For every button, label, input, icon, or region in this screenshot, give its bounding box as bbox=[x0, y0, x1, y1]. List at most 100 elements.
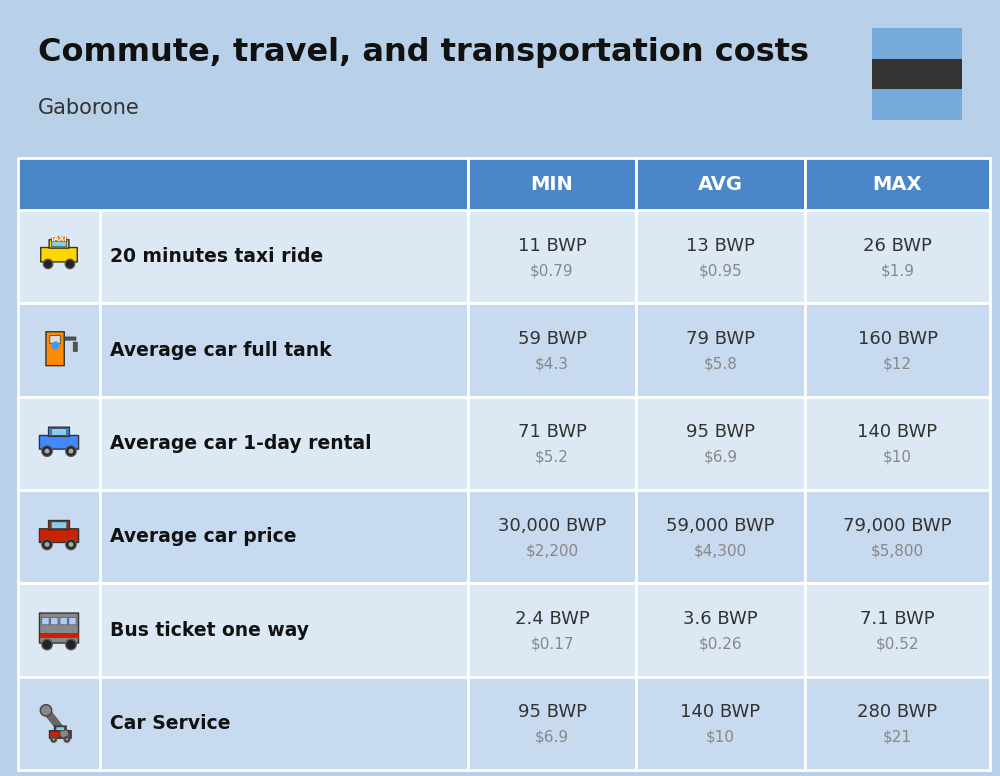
Text: $0.26: $0.26 bbox=[699, 636, 742, 652]
Circle shape bbox=[66, 639, 76, 650]
Bar bbox=[872, 59, 962, 89]
Bar bbox=[100, 677, 468, 770]
FancyBboxPatch shape bbox=[52, 237, 66, 241]
Bar bbox=[636, 210, 805, 303]
Text: Car Service: Car Service bbox=[110, 714, 230, 733]
Text: $0.79: $0.79 bbox=[530, 263, 574, 278]
FancyBboxPatch shape bbox=[40, 633, 78, 638]
Bar bbox=[636, 584, 805, 677]
Circle shape bbox=[44, 542, 50, 547]
Text: 140 BWP: 140 BWP bbox=[680, 703, 761, 722]
Bar bbox=[468, 677, 636, 770]
Text: 20 minutes taxi ride: 20 minutes taxi ride bbox=[110, 248, 323, 266]
Text: $5.2: $5.2 bbox=[535, 450, 569, 465]
Text: $21: $21 bbox=[883, 730, 912, 745]
FancyBboxPatch shape bbox=[51, 428, 67, 435]
Text: 140 BWP: 140 BWP bbox=[857, 424, 938, 442]
Bar bbox=[100, 397, 468, 490]
Text: AVG: AVG bbox=[698, 175, 743, 193]
FancyBboxPatch shape bbox=[60, 618, 67, 625]
Text: $5,800: $5,800 bbox=[871, 543, 924, 558]
Bar bbox=[100, 210, 468, 303]
Text: $10: $10 bbox=[883, 450, 912, 465]
FancyBboxPatch shape bbox=[51, 618, 58, 625]
Text: MIN: MIN bbox=[531, 175, 573, 193]
Bar bbox=[805, 210, 990, 303]
FancyBboxPatch shape bbox=[64, 337, 76, 340]
Text: $0.52: $0.52 bbox=[876, 636, 919, 652]
Circle shape bbox=[60, 729, 69, 739]
Text: 160 BWP: 160 BWP bbox=[858, 330, 938, 348]
FancyBboxPatch shape bbox=[49, 427, 69, 436]
Bar bbox=[468, 158, 636, 210]
Text: $10: $10 bbox=[706, 730, 735, 745]
Bar bbox=[18, 490, 100, 584]
Bar bbox=[100, 303, 468, 397]
Circle shape bbox=[68, 449, 74, 454]
Bar bbox=[636, 303, 805, 397]
Text: $12: $12 bbox=[883, 356, 912, 372]
FancyBboxPatch shape bbox=[49, 240, 69, 248]
Text: $4,300: $4,300 bbox=[694, 543, 747, 558]
Text: $1.9: $1.9 bbox=[881, 263, 914, 278]
FancyBboxPatch shape bbox=[73, 342, 77, 352]
Circle shape bbox=[42, 446, 52, 456]
Circle shape bbox=[65, 259, 75, 268]
FancyBboxPatch shape bbox=[55, 726, 66, 731]
Text: 13 BWP: 13 BWP bbox=[686, 237, 755, 255]
Bar bbox=[18, 303, 100, 397]
FancyBboxPatch shape bbox=[56, 727, 65, 731]
Text: 95 BWP: 95 BWP bbox=[518, 703, 586, 722]
Text: $0.17: $0.17 bbox=[530, 636, 574, 652]
FancyBboxPatch shape bbox=[41, 248, 77, 262]
Circle shape bbox=[65, 738, 68, 741]
Bar bbox=[805, 584, 990, 677]
Bar bbox=[18, 677, 100, 770]
Text: Average car price: Average car price bbox=[110, 527, 296, 546]
FancyBboxPatch shape bbox=[39, 613, 79, 643]
Circle shape bbox=[52, 738, 55, 741]
Bar bbox=[0, 0, 1000, 158]
Bar bbox=[805, 677, 990, 770]
FancyBboxPatch shape bbox=[50, 731, 71, 738]
Bar bbox=[636, 397, 805, 490]
Circle shape bbox=[42, 639, 52, 650]
FancyBboxPatch shape bbox=[39, 435, 79, 449]
Circle shape bbox=[68, 542, 74, 547]
Bar bbox=[18, 584, 100, 677]
FancyBboxPatch shape bbox=[42, 618, 49, 625]
Text: 30,000 BWP: 30,000 BWP bbox=[498, 517, 606, 535]
Text: 95 BWP: 95 BWP bbox=[686, 424, 755, 442]
Bar bbox=[468, 210, 636, 303]
Bar bbox=[468, 397, 636, 490]
Text: 59 BWP: 59 BWP bbox=[518, 330, 586, 348]
Text: Average car full tank: Average car full tank bbox=[110, 341, 332, 359]
Bar bbox=[100, 490, 468, 584]
Circle shape bbox=[42, 539, 52, 549]
Text: Commute, travel, and transportation costs: Commute, travel, and transportation cost… bbox=[38, 36, 809, 68]
Bar bbox=[100, 584, 468, 677]
Bar bbox=[872, 28, 962, 59]
Text: 79 BWP: 79 BWP bbox=[686, 330, 755, 348]
Text: Gaborone: Gaborone bbox=[38, 98, 140, 118]
FancyBboxPatch shape bbox=[51, 521, 67, 528]
Bar bbox=[636, 490, 805, 584]
Text: $6.9: $6.9 bbox=[535, 730, 569, 745]
Text: $0.95: $0.95 bbox=[699, 263, 742, 278]
Text: TAXI: TAXI bbox=[50, 236, 68, 242]
Circle shape bbox=[44, 449, 50, 454]
Text: 280 BWP: 280 BWP bbox=[857, 703, 938, 722]
FancyBboxPatch shape bbox=[49, 521, 69, 530]
Bar bbox=[805, 397, 990, 490]
Text: 11 BWP: 11 BWP bbox=[518, 237, 586, 255]
Circle shape bbox=[64, 736, 70, 742]
Bar bbox=[636, 677, 805, 770]
Text: 7.1 BWP: 7.1 BWP bbox=[860, 610, 935, 628]
Bar bbox=[18, 397, 100, 490]
FancyBboxPatch shape bbox=[50, 336, 60, 344]
Bar bbox=[468, 490, 636, 584]
Bar bbox=[805, 490, 990, 584]
Circle shape bbox=[43, 259, 53, 268]
Text: 59,000 BWP: 59,000 BWP bbox=[666, 517, 775, 535]
Bar bbox=[18, 158, 468, 210]
